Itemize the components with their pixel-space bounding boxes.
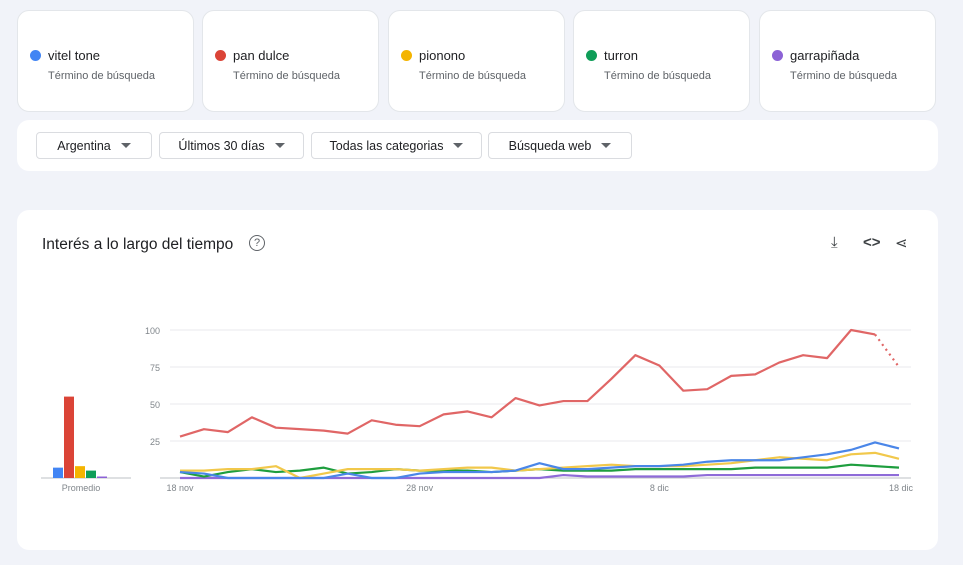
average-bar bbox=[86, 470, 96, 478]
term-name: garrapiñada bbox=[790, 48, 860, 63]
term-card[interactable]: turron Término de búsqueda bbox=[573, 10, 750, 112]
term-type: Término de búsqueda bbox=[233, 70, 341, 82]
category-filter[interactable]: Todas las categorias bbox=[311, 132, 482, 159]
y-tick-label: 25 bbox=[150, 437, 160, 447]
series-color-dot bbox=[215, 50, 226, 61]
term-card[interactable]: garrapiñada Término de búsqueda bbox=[759, 10, 936, 112]
term-card[interactable]: pionono Término de búsqueda bbox=[388, 10, 565, 112]
term-type: Término de búsqueda bbox=[48, 70, 156, 82]
category-label: Todas las categorias bbox=[329, 138, 444, 153]
series-line-pan-dulce bbox=[179, 328, 876, 438]
x-tick-label: 18 nov bbox=[166, 483, 194, 493]
term-name: vitel tone bbox=[48, 48, 101, 63]
y-tick-label: 100 bbox=[145, 326, 160, 336]
y-tick-label: 75 bbox=[150, 363, 160, 373]
caret-down-icon bbox=[120, 143, 131, 148]
average-bar bbox=[64, 396, 74, 478]
search-type-label: Búsqueda web bbox=[508, 138, 592, 153]
term-type: Término de búsqueda bbox=[790, 70, 898, 82]
average-bar bbox=[75, 466, 85, 478]
caret-down-icon bbox=[274, 143, 285, 148]
average-bar bbox=[97, 476, 107, 478]
search-type-filter[interactable]: Búsqueda web bbox=[488, 132, 632, 159]
x-tick-label: 18 dic bbox=[889, 483, 914, 493]
help-icon[interactable]: ? bbox=[249, 235, 265, 251]
x-tick-label: 8 dic bbox=[650, 483, 670, 493]
term-type: Término de búsqueda bbox=[419, 70, 527, 82]
series-color-dot bbox=[401, 50, 412, 61]
series-color-dot bbox=[586, 50, 597, 61]
region-filter[interactable]: Argentina bbox=[36, 132, 152, 159]
caret-down-icon bbox=[601, 143, 612, 148]
panel-title: Interés a lo largo del tiempo bbox=[42, 236, 234, 253]
partial-data-segment bbox=[874, 333, 900, 368]
term-card[interactable]: pan dulce Término de búsqueda bbox=[202, 10, 379, 112]
average-bar bbox=[53, 467, 63, 478]
share-icon[interactable]: ⋖ bbox=[895, 235, 908, 252]
term-card[interactable]: vitel tone Término de búsqueda bbox=[17, 10, 194, 112]
line-chart: 100 75 50 25 18 nov 28 nov 8 dic 18 dic Promedio bbox=[41, 326, 914, 493]
series-color-dot bbox=[30, 50, 41, 61]
embed-icon[interactable]: <> bbox=[863, 234, 881, 251]
y-tick-label: 50 bbox=[150, 400, 160, 410]
series-line-vitel-tone bbox=[179, 441, 900, 480]
term-name: turron bbox=[604, 48, 638, 63]
filter-bar: Argentina Últimos 30 días Todas las cate… bbox=[17, 120, 938, 171]
x-tick-label: 28 nov bbox=[406, 483, 434, 493]
time-filter[interactable]: Últimos 30 días bbox=[159, 132, 304, 159]
caret-down-icon bbox=[453, 143, 464, 148]
interest-over-time-panel: Interés a lo largo del tiempo ? ⤓ <> ⋖ 1… bbox=[17, 210, 938, 550]
term-type: Término de búsqueda bbox=[604, 70, 712, 82]
average-label: Promedio bbox=[62, 483, 101, 493]
series-color-dot bbox=[772, 50, 783, 61]
region-label: Argentina bbox=[57, 138, 111, 153]
time-label: Últimos 30 días bbox=[178, 138, 265, 153]
term-name: pionono bbox=[419, 48, 466, 63]
download-icon[interactable]: ⤓ bbox=[831, 234, 838, 251]
term-name: pan dulce bbox=[233, 48, 290, 63]
